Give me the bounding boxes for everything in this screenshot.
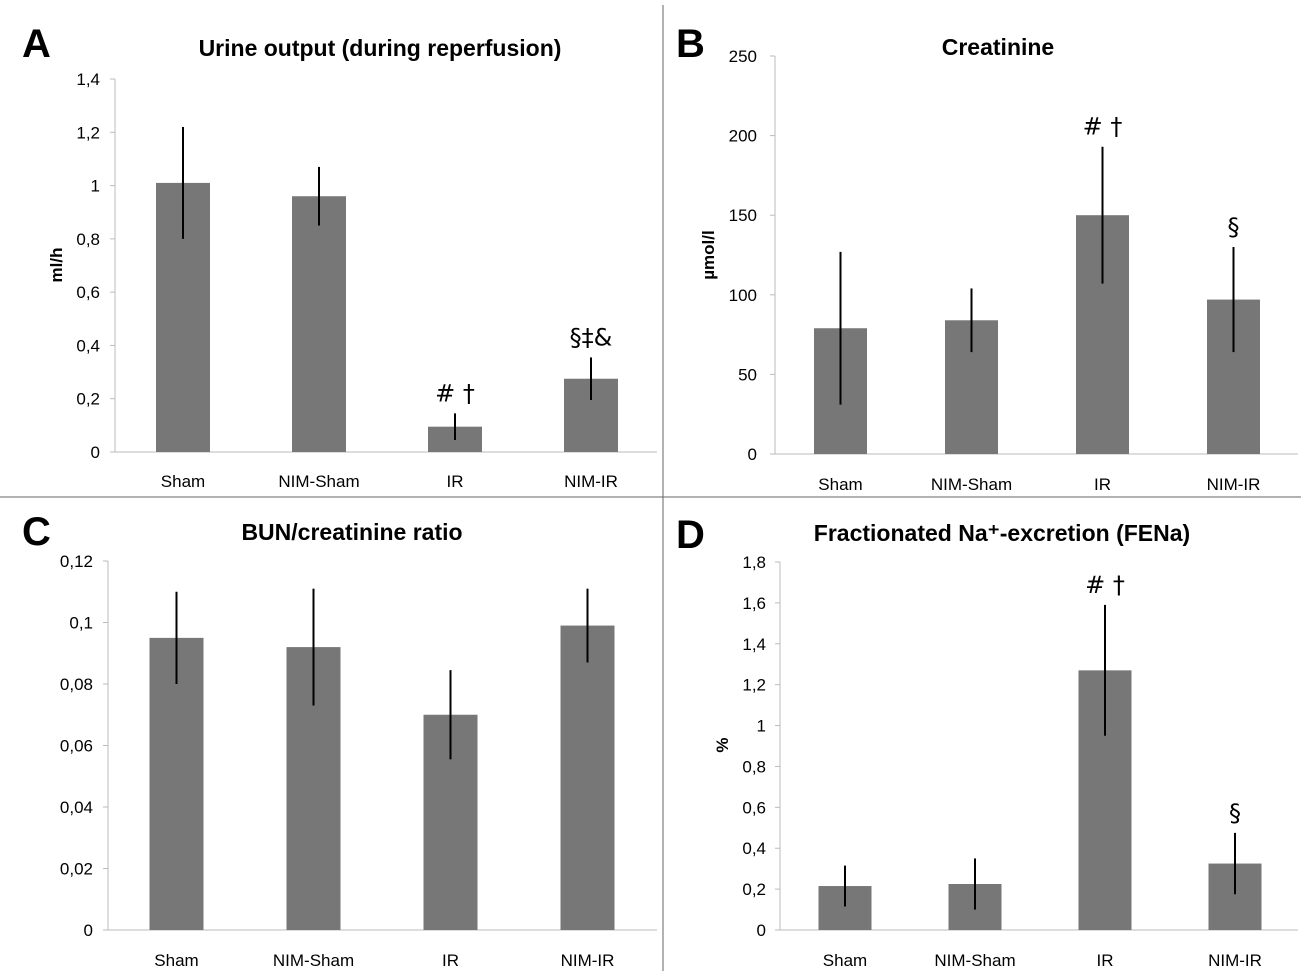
- panel-a-category-label: Sham: [161, 472, 205, 491]
- panel-a-category-label: NIM-IR: [564, 472, 618, 491]
- panel-c-category-label: NIM-IR: [561, 951, 615, 970]
- panel-b-category-label: Sham: [818, 475, 862, 494]
- panel-b-y-axis-label: µmol/l: [699, 230, 718, 279]
- panel-a: A Urine output (during reperfusion) ml/h: [22, 22, 561, 282]
- panel-d-letter: D: [676, 513, 705, 557]
- panel-b-y-tick-label: 200: [729, 127, 757, 146]
- panel-d: D Fractionated Na⁺-excretion (FENa) %: [676, 513, 1190, 753]
- panel-c-y-tick-label: 0,1: [69, 614, 93, 633]
- panel-c-y-tick-label: 0,06: [60, 737, 93, 756]
- panel-b-category-label: IR: [1094, 475, 1111, 494]
- panel-d-y-tick-label: 0: [757, 921, 766, 940]
- panel-a-significance-marker: §‡&: [570, 323, 613, 351]
- panel-d-title: Fractionated Na⁺-excretion (FENa): [814, 520, 1190, 546]
- panel-d-y-axis-label: %: [713, 737, 732, 752]
- panel-c-y-tick-label: 0,02: [60, 860, 93, 879]
- panel-b-category-label: NIM-IR: [1207, 475, 1261, 494]
- panel-a-y-tick-label: 0,4: [76, 336, 100, 355]
- panel-a-y-tick-label: 1,2: [76, 123, 100, 142]
- panel-a-y-tick-label: 1,4: [76, 70, 100, 89]
- panel-a-y-tick-label: 0,6: [76, 283, 100, 302]
- panel-c-letter: C: [22, 510, 51, 554]
- panel-d-significance-marker: # †: [1085, 571, 1125, 599]
- panel-a-bar: [292, 196, 346, 452]
- panel-b: B Creatinine µmol/l: [676, 22, 1054, 280]
- panel-b-title: Creatinine: [942, 34, 1054, 60]
- panel-d-y-tick-label: 0,2: [742, 880, 766, 899]
- panel-b-category-label: NIM-Sham: [931, 475, 1012, 494]
- panel-d-category-label: NIM-Sham: [934, 951, 1015, 970]
- panel-c-y-tick-label: 0,08: [60, 675, 93, 694]
- panel-c-y-tick-label: 0,12: [60, 552, 93, 571]
- panel-d-category-label: Sham: [823, 951, 867, 970]
- panel-b-y-tick-label: 250: [729, 47, 757, 66]
- panel-c-title: BUN/creatinine ratio: [241, 519, 462, 545]
- panel-b-y-tick-label: 100: [729, 286, 757, 305]
- panel-a-category-label: NIM-Sham: [278, 472, 359, 491]
- panel-b-y-tick-label: 150: [729, 206, 757, 225]
- panel-c-category-label: NIM-Sham: [273, 951, 354, 970]
- panel-b-plot: 0 50 100 150 200 250 Sham NIM-Sham IR # † NIM-IR §: [729, 47, 1298, 494]
- panel-d-plot: 0 0,2 0,4 0,6 0,8 1 1,2 1,4 1,6 1,8 Sham NIM-Sham IR…: [742, 553, 1298, 970]
- panel-a-title: Urine output (during reperfusion): [199, 35, 562, 61]
- panel-c: C BUN/creatinine ratio: [22, 510, 463, 554]
- panel-b-significance-marker: # †: [1083, 113, 1123, 141]
- panel-d-y-tick-label: 0,6: [742, 798, 766, 817]
- panel-a-y-tick-label: 0: [91, 443, 100, 462]
- panel-b-y-tick-label: 50: [738, 365, 757, 384]
- panel-d-significance-marker: §: [1229, 799, 1241, 827]
- panel-a-significance-marker: # †: [435, 379, 475, 407]
- panel-a-y-tick-label: 0,8: [76, 230, 100, 249]
- panel-c-category-label: Sham: [154, 951, 198, 970]
- panel-a-letter: A: [22, 22, 51, 66]
- panel-a-y-tick-label: 1: [91, 177, 100, 196]
- panel-b-significance-marker: §: [1228, 213, 1240, 241]
- panel-c-y-tick-label: 0,04: [60, 798, 93, 817]
- panel-a-plot: 0 0,2 0,4 0,6 0,8 1 1,2 1,4 Sham NIM-Sham IR # † NIM…: [76, 70, 657, 491]
- panel-d-y-tick-label: 1,8: [742, 553, 766, 572]
- panel-a-category-label: IR: [447, 472, 464, 491]
- panel-b-y-tick-label: 0: [748, 445, 757, 464]
- panel-c-bar: [560, 625, 615, 930]
- panel-d-category-label: NIM-IR: [1208, 951, 1262, 970]
- panel-c-y-tick-label: 0: [84, 921, 93, 940]
- panel-c-category-label: IR: [442, 951, 459, 970]
- panel-d-y-tick-label: 1,2: [742, 676, 766, 695]
- panel-d-y-tick-label: 0,8: [742, 757, 766, 776]
- panel-d-category-label: IR: [1097, 951, 1114, 970]
- panel-d-y-tick-label: 0,4: [742, 839, 766, 858]
- panel-c-bar: [149, 637, 204, 930]
- panel-d-y-tick-label: 1: [757, 717, 766, 736]
- panel-b-letter: B: [676, 22, 705, 66]
- panel-a-y-tick-label: 0,2: [76, 390, 100, 409]
- panel-d-y-tick-label: 1,4: [742, 635, 766, 654]
- panel-d-y-tick-label: 1,6: [742, 594, 766, 613]
- panel-c-plot: 0 0,02 0,04 0,06 0,08 0,1 0,12 Sham NIM-Sham IR NI…: [60, 552, 657, 970]
- panel-a-y-axis-label: ml/h: [47, 248, 66, 283]
